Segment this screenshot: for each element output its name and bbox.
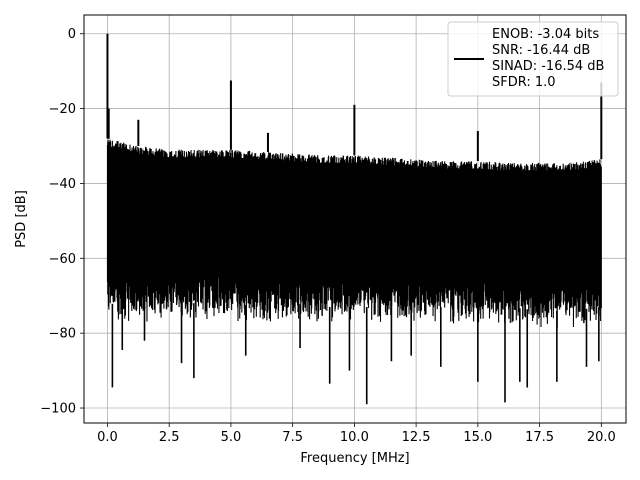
legend-entry-sinad: SINAD: -16.54 dB [492,59,604,74]
axes-frame [83,14,627,424]
legend-entry-enob: ENOB: -3.04 bits [492,27,599,42]
legend-box [447,21,619,97]
y-tick-label: −100 [40,402,76,417]
x-tick-label: 2.5 [159,430,180,445]
y-tick-label: −40 [49,177,76,192]
x-tick-label: 15.0 [463,430,492,445]
y-tick-label: 0 [68,27,76,42]
psd-noise-core [107,146,602,274]
x-tick-label: 10.0 [340,430,369,445]
x-tick-label: 0.0 [97,430,118,445]
x-tick-label: 20.0 [587,430,616,445]
y-axis-label: PSD [dB] [14,190,29,248]
y-tick-label: −60 [49,252,76,267]
legend: ENOB: -3.04 bits SNR: -16.44 dB SINAD: -… [447,21,619,97]
x-tick-label: 17.5 [525,430,554,445]
x-tick-label: 7.5 [282,430,303,445]
legend-entry-sfdr: SFDR: 1.0 [492,75,556,90]
x-axis-ticks: 0.0 2.5 5.0 7.5 10.0 12.5 15.0 17.5 20.0 [97,423,616,445]
legend-entry-snr: SNR: -16.44 dB [492,43,590,58]
psd-series [106,33,603,405]
x-tick-label: 5.0 [221,430,242,445]
y-tick-label: −80 [49,327,76,342]
y-tick-label: −20 [49,102,76,117]
x-axis-label: Frequency [MHz] [300,451,409,466]
x-tick-label: 12.5 [402,430,431,445]
y-axis-ticks: 0 −20 −40 −60 −80 −100 [40,27,84,417]
